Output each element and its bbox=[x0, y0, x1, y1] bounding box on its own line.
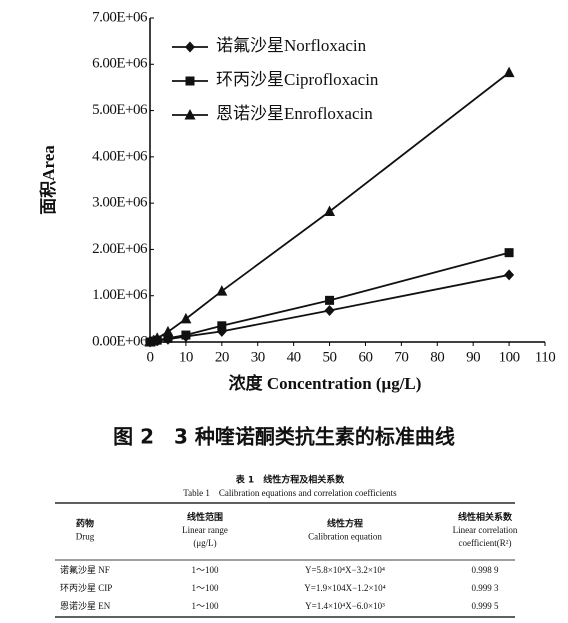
table-cell: 1～100 bbox=[191, 583, 219, 593]
legend-marker bbox=[185, 41, 195, 53]
table-cell: 0.999 3 bbox=[472, 583, 500, 593]
table-header: Drug bbox=[76, 532, 95, 542]
table-header: 线性相关系数 bbox=[458, 511, 513, 522]
marker bbox=[325, 295, 335, 305]
marker bbox=[217, 321, 227, 331]
legend-label: 恩诺沙星Enrofloxacin bbox=[216, 104, 373, 123]
x-tick-label: 40 bbox=[287, 349, 301, 365]
marker bbox=[504, 248, 514, 258]
legend-marker bbox=[184, 109, 196, 120]
table-header: 药物 bbox=[76, 518, 94, 529]
x-tick-label: 70 bbox=[394, 349, 408, 365]
y-tick-label: 0.00E+06 bbox=[92, 333, 148, 349]
table-title-en: Table 1 Calibration equations and correl… bbox=[183, 488, 397, 498]
table-header: Calibration equation bbox=[308, 532, 382, 542]
table-cell: 恩诺沙星 EN bbox=[60, 601, 111, 611]
marker bbox=[151, 332, 163, 343]
y-tick-label: 2.00E+06 bbox=[92, 241, 148, 257]
table-cell: 环丙沙星 CIP bbox=[60, 583, 112, 593]
x-tick-label: 80 bbox=[430, 349, 444, 365]
x-tick-label: 10 bbox=[179, 349, 193, 365]
x-tick-label: 90 bbox=[466, 349, 480, 365]
table-cell: Y=1.9×104X−1.2×10⁴ bbox=[304, 583, 385, 593]
marker bbox=[324, 305, 335, 317]
y-axis-label: 面积Area bbox=[39, 145, 58, 215]
marker bbox=[216, 285, 228, 296]
legend-marker bbox=[185, 76, 195, 86]
table-header: 线性范围 bbox=[187, 511, 223, 522]
marker bbox=[180, 312, 192, 324]
marker bbox=[503, 66, 515, 78]
table-header: 线性方程 bbox=[327, 518, 363, 529]
legend-label: 环丙沙星Ciprofloxacin bbox=[216, 70, 379, 89]
table-header: coefficient(R²) bbox=[458, 538, 511, 548]
y-tick-label: 7.00E+06 bbox=[92, 9, 148, 25]
table-cell: 0.999 5 bbox=[472, 601, 500, 611]
y-tick-label: 3.00E+06 bbox=[92, 195, 148, 211]
x-tick-label: 60 bbox=[358, 349, 372, 365]
x-tick-label: 50 bbox=[323, 349, 337, 365]
marker bbox=[162, 325, 174, 337]
y-tick-label: 4.00E+06 bbox=[92, 148, 148, 164]
table-title: 表 1 线性方程及相关系数 bbox=[235, 474, 345, 486]
table-cell: 0.998 9 bbox=[472, 565, 500, 575]
x-tick-label: 110 bbox=[535, 349, 555, 365]
y-tick-label: 1.00E+06 bbox=[92, 287, 148, 303]
table-header: Linear correlation bbox=[453, 525, 518, 535]
figure-caption: 图 2 3 种喹诺酮类抗生素的标准曲线 bbox=[113, 425, 455, 449]
x-tick-label: 100 bbox=[499, 349, 520, 365]
legend-label: 诺氟沙星Norfloxacin bbox=[216, 36, 367, 55]
x-tick-label: 30 bbox=[251, 349, 265, 365]
x-tick-label: 20 bbox=[215, 349, 229, 365]
marker bbox=[181, 330, 191, 340]
y-tick-label: 5.00E+06 bbox=[92, 102, 148, 118]
x-tick-label: 0 bbox=[147, 349, 154, 365]
table-cell: 1～100 bbox=[191, 601, 219, 611]
marker bbox=[504, 269, 515, 281]
table-cell: Y=5.8×10⁴X−3.2×10⁴ bbox=[305, 565, 385, 575]
marker bbox=[324, 205, 336, 216]
table-cell: 诺氟沙星 NF bbox=[60, 564, 110, 575]
table-cell: 1～100 bbox=[191, 565, 219, 575]
table-header: Linear range bbox=[182, 525, 228, 535]
table-cell: Y=1.4×10⁴X−6.0×10³ bbox=[305, 601, 385, 611]
marker bbox=[163, 333, 173, 343]
table-header: (μg/L) bbox=[193, 538, 216, 548]
y-tick-label: 6.00E+06 bbox=[92, 56, 148, 72]
x-axis-label: 浓度 Concentration (μg/L) bbox=[229, 373, 422, 393]
